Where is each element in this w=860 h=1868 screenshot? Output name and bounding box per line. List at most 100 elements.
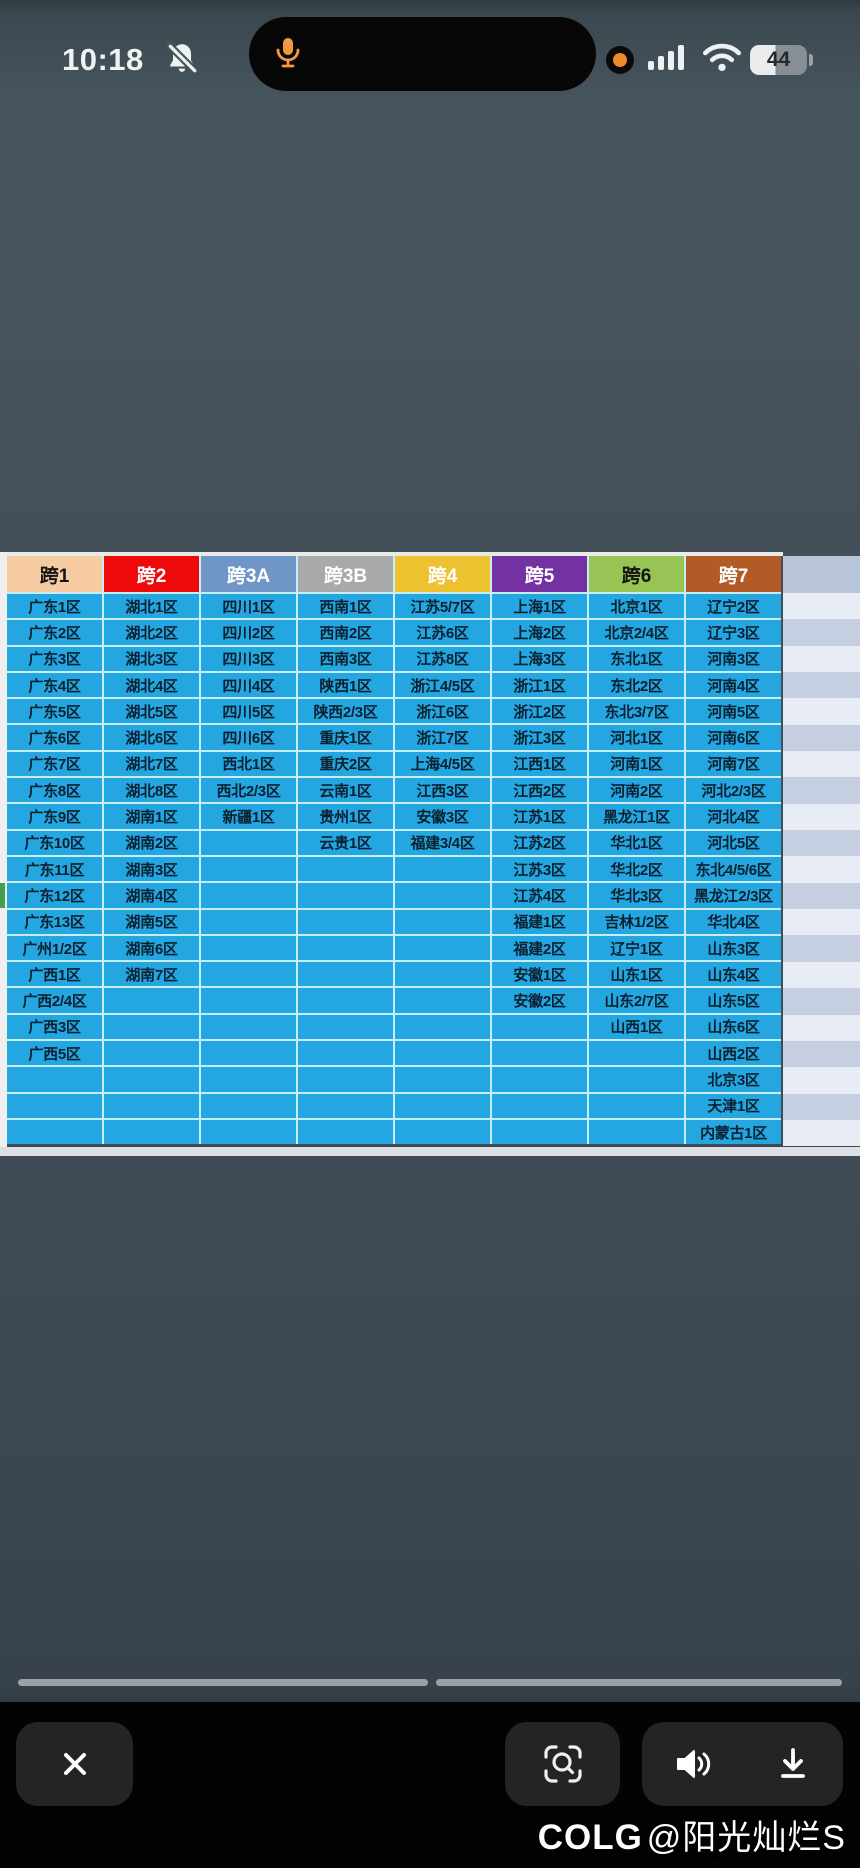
cell-跨2-row7: 湖北7区 [104,751,199,777]
cell-跨3B-row20 [298,1093,393,1118]
empty-band-row2 [783,619,860,646]
empty-band-header [783,556,860,593]
cell-跨3A-row12 [201,883,296,908]
battery-percent: 44 [766,48,791,71]
cell-跨4-row1: 江苏5/7区 [395,594,490,619]
cell-跨3B-row12 [298,883,393,908]
cell-跨6-row4: 东北2区 [589,672,684,698]
cell-跨3A-row8: 西北2/3区 [201,778,296,803]
cell-跨5-row16: 安徽2区 [492,988,587,1013]
cell-跨3A-row7: 西北1区 [201,751,296,777]
cell-跨5-row17 [492,1014,587,1040]
cell-跨6-row9: 黑龙江1区 [589,804,684,829]
cell-跨7-row20: 天津1区 [686,1093,781,1118]
column-header-1: 跨1 [7,556,102,592]
cell-跨2-row4: 湖北4区 [104,672,199,698]
cell-跨3B-row19 [298,1067,393,1092]
scrollbar-segment-left[interactable] [18,1679,428,1686]
cell-跨2-row6: 湖北6区 [104,725,199,750]
close-button[interactable] [16,1722,133,1806]
download-icon[interactable] [773,1744,813,1784]
media-actions-button [642,1722,843,1806]
cell-跨4-row16 [395,988,490,1013]
cell-跨3A-row10 [201,830,296,855]
cell-跨6-row14: 辽宁1区 [589,935,684,961]
cell-跨6-row5: 东北3/7区 [589,699,684,724]
cell-跨2-row20 [104,1093,199,1118]
empty-band-row20 [783,1093,860,1120]
empty-band-row7 [783,751,860,778]
server-table-grid: 跨1 跨2 跨3A 跨3B 跨4 跨5 跨6 跨7 广东1区 湖北1区 四川1区 西南1区 江苏5/7区… [7,556,781,1145]
empty-band-row16 [783,988,860,1015]
cell-跨5-row10: 江苏2区 [492,830,587,855]
column-header-4: 跨3B [298,556,393,592]
cell-跨1-row12: 广东12区 [7,883,102,908]
cell-跨6-row10: 华北1区 [589,830,684,855]
cell-跨4-row13 [395,909,490,934]
cell-跨5-row5: 浙江2区 [492,699,587,724]
empty-band-row14 [783,935,860,962]
bottom-toolbar [0,1702,860,1868]
cell-跨3B-row6: 重庆1区 [298,725,393,750]
empty-band-row10 [783,830,860,857]
empty-band-row18 [783,1040,860,1068]
cell-跨2-row11: 湖南3区 [104,856,199,882]
cell-跨2-row21 [104,1119,199,1145]
cell-跨7-row21: 内蒙古1区 [686,1119,781,1145]
cell-跨1-row17: 广西3区 [7,1014,102,1040]
speaker-icon[interactable] [672,1744,714,1784]
empty-sheet-column [783,556,860,1147]
cell-跨7-row3: 河南3区 [686,646,781,671]
cell-跨7-row17: 山东6区 [686,1014,781,1040]
cell-跨5-row3: 上海3区 [492,646,587,671]
cell-跨1-row9: 广东9区 [7,804,102,829]
watermark-logo: COLG [537,1818,643,1857]
cell-跨4-row17 [395,1014,490,1040]
cell-跨4-row19 [395,1067,490,1092]
dynamic-island-mic-pill[interactable] [249,17,596,91]
cell-跨6-row21 [589,1119,684,1145]
cell-跨2-row17 [104,1014,199,1040]
cell-跨5-row12: 江苏4区 [492,883,587,908]
empty-band-row5 [783,698,860,725]
watermark-author: @阳光灿烂S [646,1819,846,1857]
cell-跨4-row9: 安徽3区 [395,804,490,829]
empty-band-row3 [783,645,860,673]
cell-跨5-row21 [492,1119,587,1145]
cell-跨6-row19 [589,1067,684,1092]
visual-search-button[interactable] [505,1722,620,1806]
scrollbar-segment-right[interactable] [436,1679,842,1686]
cell-跨3A-row3: 四川3区 [201,646,296,671]
cell-跨7-row4: 河南4区 [686,672,781,698]
cell-跨5-row14: 福建2区 [492,935,587,961]
cell-跨6-row2: 北京2/4区 [589,620,684,645]
cell-跨4-row15 [395,962,490,987]
cell-跨1-row11: 广东11区 [7,856,102,882]
cell-跨6-row8: 河南2区 [589,778,684,803]
cell-跨1-row8: 广东8区 [7,778,102,803]
empty-band-row6 [783,724,860,752]
signal-strength-icon [648,44,688,70]
cell-跨7-row5: 河南5区 [686,699,781,724]
empty-band-row12 [783,882,860,910]
cell-跨3B-row15 [298,962,393,987]
cell-跨4-row5: 浙江6区 [395,699,490,724]
cell-跨7-row12: 黑龙江2/3区 [686,883,781,908]
cell-跨2-row2: 湖北2区 [104,620,199,645]
cell-跨4-row8: 江西3区 [395,778,490,803]
selection-indicator [0,883,5,908]
cell-跨6-row20 [589,1093,684,1118]
cell-跨3B-row21 [298,1119,393,1145]
cell-跨4-row12 [395,883,490,908]
cell-跨4-row18 [395,1041,490,1066]
cell-跨2-row9: 湖南1区 [104,804,199,829]
cell-跨4-row20 [395,1093,490,1118]
column-header-3: 跨3A [201,556,296,592]
column-header-2: 跨2 [104,556,199,592]
cell-跨5-row15: 安徽1区 [492,962,587,987]
cell-跨1-row10: 广东10区 [7,830,102,855]
cell-跨6-row16: 山东2/7区 [589,988,684,1013]
cell-跨3A-row9: 新疆1区 [201,804,296,829]
cell-跨5-row19 [492,1067,587,1092]
cell-跨5-row9: 江苏1区 [492,804,587,829]
